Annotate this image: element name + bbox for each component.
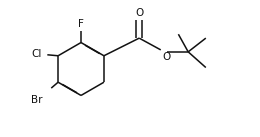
Text: O: O — [135, 8, 143, 18]
Text: F: F — [78, 19, 84, 29]
Text: Br: Br — [31, 95, 42, 105]
Text: O: O — [163, 52, 171, 62]
Text: Cl: Cl — [31, 49, 41, 59]
